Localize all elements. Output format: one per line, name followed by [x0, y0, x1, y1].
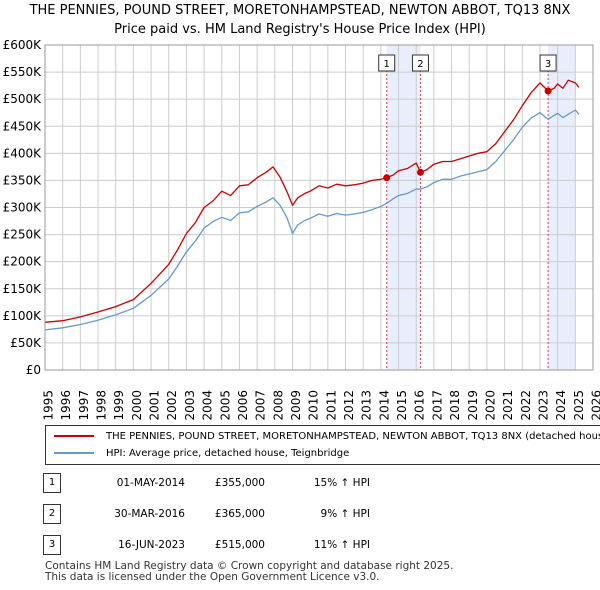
x-tick-label: 2021	[501, 390, 515, 420]
sale-point	[544, 87, 552, 95]
sale-price: £365,000	[214, 508, 265, 520]
y-tick-label: £500K	[3, 92, 43, 106]
x-tick-label: 2014	[377, 390, 391, 420]
sale-price: £355,000	[214, 477, 265, 489]
y-tick-label: £50K	[10, 336, 42, 350]
x-tick-label: 2015	[395, 390, 409, 420]
sale-hpi-change: 9% ↑ HPI	[320, 508, 370, 520]
y-tick-label: £300K	[3, 201, 43, 215]
chart-subtitle: Price paid vs. HM Land Registry's House …	[114, 22, 486, 37]
y-tick-label: £250K	[3, 228, 43, 242]
x-tick-label: 1995	[42, 390, 56, 420]
sale-row: 1 01-MAY-2014 £355,000 15% ↑ HPI	[0, 473, 600, 493]
x-tick-label: 2005	[218, 390, 232, 420]
sale-date: 16-JUN-2023	[118, 539, 185, 551]
sale-label-box	[411, 54, 429, 72]
legend: THE PENNIES, POUND STREET, MORETONHAMPST…	[45, 425, 600, 465]
sale-label-box	[378, 54, 396, 72]
x-tick-label: 1998	[95, 390, 109, 420]
y-tick-label: £550K	[3, 65, 43, 79]
x-tick-label: 2001	[148, 390, 162, 420]
sale-number-badge: 3	[43, 535, 61, 555]
y-tick-label: £600K	[3, 38, 43, 52]
sale-label: 3	[545, 59, 551, 70]
x-tick-label: 2007	[254, 390, 268, 420]
x-tick-label: 2020	[483, 390, 497, 420]
x-tick-label: 2012	[342, 390, 356, 420]
sale-number-badge: 1	[43, 473, 61, 493]
sale-price: £515,000	[214, 539, 265, 551]
x-tick-label: 2003	[183, 390, 197, 420]
footer-licence: This data is licensed under the Open Gov…	[45, 571, 380, 583]
sale-number-badge: 2	[43, 504, 61, 524]
x-tick-label: 1997	[77, 390, 91, 420]
sale-date: 30-MAR-2016	[114, 508, 185, 520]
x-tick-label: 2019	[466, 390, 480, 420]
sale-label-box	[539, 54, 557, 72]
y-tick-label: £100K	[3, 309, 43, 323]
legend-entry-hpi: HPI: Average price, detached house, Teig…	[54, 446, 349, 462]
price-chart: £0 £50K £100K £150K £200K £250K £300K £350K £400…	[3, 38, 600, 420]
sale-label: 2	[417, 59, 423, 70]
footer: Contains HM Land Registry data © Crown c…	[45, 561, 453, 583]
hpi-line	[44, 109, 580, 331]
chart-title: THE PENNIES, POUND STREET, MORETONHAMPST…	[29, 3, 571, 18]
x-tick-label: 2006	[236, 390, 250, 420]
x-tick-label: 2010	[307, 390, 321, 420]
x-tick-label: 2016	[413, 390, 427, 420]
sale-date: 01-MAY-2014	[116, 477, 185, 489]
x-tick-label: 2000	[130, 390, 144, 420]
legend-red-line-icon	[54, 435, 94, 437]
chart-title-block: THE PENNIES, POUND STREET, MORETONHAMPST…	[0, 1, 600, 39]
x-tick-label: 2026	[590, 390, 600, 420]
legend-hpi-label: HPI: Average price, detached house, Teig…	[106, 448, 350, 459]
sale-label: 1	[384, 59, 390, 70]
x-tick-label: 2008	[271, 390, 285, 420]
x-tick-label: 2024	[554, 390, 568, 420]
y-tick-label: £200K	[3, 255, 43, 269]
legend-property-label: THE PENNIES, POUND STREET, MORETONHAMPST…	[106, 431, 600, 442]
x-tick-label: 1996	[59, 390, 73, 420]
x-tick-label: 2017	[430, 390, 444, 420]
y-tick-label: £450K	[3, 119, 43, 133]
x-tick-label: 2004	[201, 390, 215, 420]
x-tick-label: 2011	[324, 390, 338, 420]
sale-hpi-change: 11% ↑ HPI	[313, 539, 370, 551]
x-tick-label: 2025	[572, 390, 586, 420]
x-tick-label: 2018	[448, 390, 462, 420]
plot-frame	[44, 44, 594, 371]
sale-row: 2 30-MAR-2016 £365,000 9% ↑ HPI	[0, 504, 600, 524]
sale-row: 3 16-JUN-2023 £515,000 11% ↑ HPI	[0, 535, 600, 555]
legend-blue-line-icon	[54, 452, 94, 454]
x-tick-label: 2013	[360, 390, 374, 420]
x-tick-label: 1999	[112, 390, 126, 420]
sale-point	[383, 174, 391, 182]
legend-entry-property: THE PENNIES, POUND STREET, MORETONHAMPST…	[54, 429, 600, 445]
x-tick-label: 2022	[519, 390, 533, 420]
y-tick-label: £150K	[3, 282, 43, 296]
y-tick-label: £400K	[3, 146, 43, 160]
property-price-line	[44, 79, 580, 323]
footer-copyright: Contains HM Land Registry data © Crown c…	[45, 560, 454, 572]
y-tick-label: £0	[26, 363, 41, 377]
x-tick-label: 2002	[165, 390, 179, 420]
sale-hpi-change: 15% ↑ HPI	[313, 477, 370, 489]
y-tick-label: £350K	[3, 173, 43, 187]
sale-point	[416, 168, 424, 176]
x-tick-label: 2009	[289, 390, 303, 420]
x-tick-label: 2023	[536, 390, 550, 420]
